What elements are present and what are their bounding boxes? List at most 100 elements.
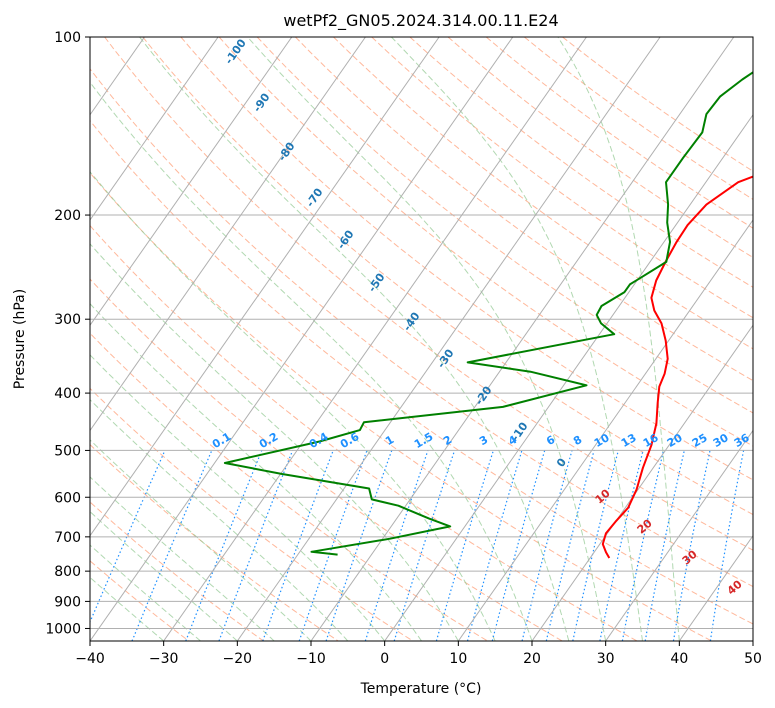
isotherm-line [90,37,440,537]
x-tick-label: 30 [597,651,615,667]
moist-adiabat-line [391,37,643,641]
x-tick-label: −30 [149,651,179,667]
mixing-ratio-line [521,450,573,641]
isotherm-label: -100 [222,36,249,66]
isotherm-line [752,640,753,641]
y-tick-label: 100 [54,30,81,46]
moist-adiabat-line [90,303,422,641]
dry-adiabat-line [142,37,753,516]
mixing-ratio-label: 2 [441,433,454,448]
moist-adiabat-line [247,37,607,641]
dry-adiabat-line [90,278,563,641]
isotherm-line [531,324,753,641]
mixing-ratio-line [325,450,393,641]
isotherm-line [605,429,753,641]
profiles [223,71,753,559]
mixing-ratio-line [466,450,523,641]
mixing-ratio-line [545,450,595,641]
isotherm-line [236,37,661,641]
y-tick-label: 200 [54,208,81,224]
isotherm-line [457,219,753,641]
mixing-ratio-label: 0.6 [338,430,362,451]
isotherm-line [0,37,71,641]
background-lines [90,37,753,641]
isotherm-label: -20 [473,384,495,408]
dry-adiabat-line [218,37,753,447]
mixing-ratio-label: 25 [690,431,710,450]
isotherm-label: -90 [251,91,273,115]
moist-adiabat-line [557,37,680,641]
plot-frame [89,36,754,642]
y-tick-label: 300 [54,312,81,328]
moist-adiabat-line [90,576,165,641]
moist-adiabat-line [90,81,533,641]
mixing-ratio-label: 10 [592,431,612,450]
temperature-profile-line [601,175,753,559]
dry-adiabat-line [90,119,753,625]
mixing-ratio-line [185,450,263,641]
mixing-ratio-label: 0.2 [257,430,280,451]
chart-title: wetPf2_GN05.2024.314.00.11.E24 [283,11,558,31]
dry-adiabat-line [90,501,264,641]
mixing-ratio-line [218,450,294,641]
dry-adiabat-line [90,172,712,641]
mixing-ratio-label: 16 [641,431,661,450]
mixing-ratio-line [599,450,644,641]
y-ticks: 100 200 300 400 500 600 700 800 900 1000 [45,30,90,637]
moist-adiabat-line [90,398,349,641]
y-tick-label: 700 [54,530,81,546]
moist-adiabat-line [90,544,201,641]
mixing-ratio-label: 36 [732,431,752,450]
dewpoint-profile-line [223,71,753,556]
x-axis-label: Temperature (°C) [360,681,482,697]
x-tick-label: 0 [380,651,389,667]
mixing-ratio-line [364,450,429,641]
y-tick-label: 400 [54,386,81,402]
x-tick-label: −40 [75,651,105,667]
mixing-ratio-label: 13 [619,431,639,450]
dry-adiabat-line [90,443,339,641]
y-tick-label: 600 [54,490,81,506]
dry-adiabat-line [447,37,753,259]
isotherm-line [678,534,753,641]
dry-adiabat-line [333,37,753,350]
dry-adiabat-line [523,37,753,200]
x-tick-label: −10 [296,651,326,667]
mixing-ratio-label: 3 [477,433,490,448]
x-tick-label: 20 [523,651,541,667]
mixing-ratio-label: 30 [711,431,731,450]
dry-adiabat-line [180,37,753,481]
grid-lines [0,36,753,641]
dry-adiabat-line [90,332,488,641]
dry-adiabat-line [256,37,753,414]
isotherm-line [90,37,219,221]
mixing-ratio-line [572,450,619,641]
isotherm-line [384,113,753,641]
y-tick-label: 500 [54,443,81,459]
mixing-ratio-line [709,450,745,641]
mixing-ratio-line [621,450,665,641]
moist-adiabat-line [139,37,570,641]
isotherm-line [90,37,514,641]
mixing-ratio-label: 0.4 [307,430,331,451]
isotherm-line [163,37,587,641]
x-tick-label: 10 [449,651,467,667]
y-tick-label: 800 [54,564,81,580]
mixing-ratio-line [491,450,546,641]
isotherm-label: -40 [401,310,423,334]
dry-adiabat-line [371,37,753,319]
y-tick-label: 1000 [45,621,81,637]
isotherm-label: 0 [554,456,569,470]
x-tick-label: 40 [670,651,688,667]
x-ticks: −40 −30 −20 −10 0 10 20 30 40 50 [75,641,762,667]
x-tick-label: −20 [223,651,253,667]
dry-adiabat-line [295,37,753,382]
moist-adiabat-line [90,171,496,641]
moist-adiabat-label: 30 [680,547,700,567]
dry-adiabat-line [409,37,753,288]
isotherm-label: -70 [304,186,326,210]
mixing-ratio-line [672,450,711,641]
isotherm-line [90,37,293,327]
moist-adiabat-label: 10 [593,486,613,506]
overlay-labels: -100-90-80-70-60-50-40-30-20-1000.1 0.2 0.… [210,36,752,597]
